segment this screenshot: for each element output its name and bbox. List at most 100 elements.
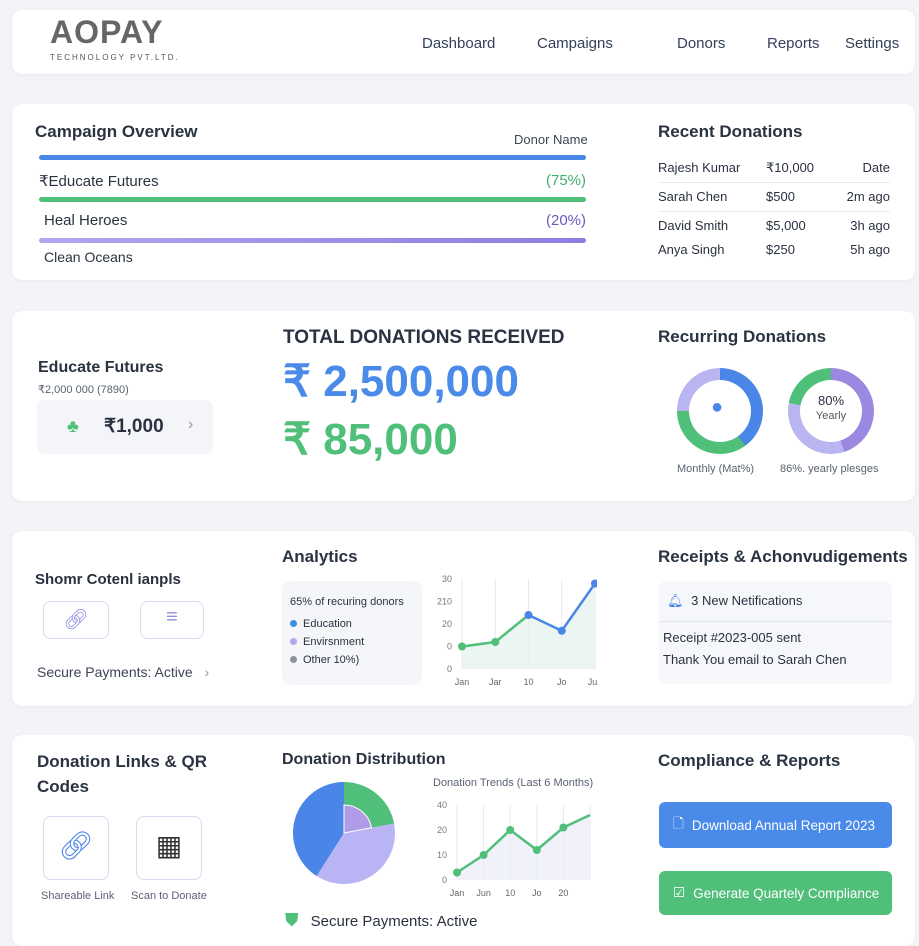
data-point [458,642,466,651]
y-tick-label: 0 [447,664,452,674]
y-tick-label: 210 [437,597,452,607]
campaign-educate-futures[interactable]: ₹Educate Futures (75%) [39,172,586,191]
data-point [479,851,488,859]
document-icon: 🗋 [673,815,684,831]
secure-payments-status: ⛊ Secure Payments: Active [285,910,477,931]
sprout-icon: ♣ [67,416,79,436]
x-tick-label: Jo [532,888,542,898]
data-point [491,638,500,646]
analytics-line-chart: 0 0 20 210 30 Jan Jar 10 Jo Jun [437,574,597,687]
series-line [560,582,597,632]
donor-name: Sarah Chen [658,189,728,204]
shareable-link-button[interactable]: 🔗︎ [43,816,109,880]
bell-icon: 🔔︎ [667,593,684,608]
data-point [453,868,461,877]
donation-amount: $5,000 [766,218,806,233]
download-report-button[interactable]: 🗋 Download Annual Report 2023 [659,802,892,848]
recent-donations-table: Rajesh Kumar ₹10,000 Date Sarah Chen $500 2m … [658,154,890,260]
data-point [557,626,566,635]
data-point [591,579,597,588]
legend-item: Other 10%) [290,653,414,667]
donation-row[interactable]: Sarah Chen $500 2m ago [658,183,890,212]
x-tick-label: Jun [588,677,597,687]
campaign-clean-oceans[interactable]: Clean Oceans [44,249,133,265]
scan-to-donate-label: Scan to Donate [131,890,207,902]
qr-code-button[interactable]: ▦ [136,816,202,880]
nav-reports[interactable]: Reports [767,35,820,52]
pie-slice [316,823,395,884]
analytics-title: Analytics [282,547,358,566]
data-point [524,611,533,619]
campaign-name: Educate Futures [38,359,164,376]
notifications-count: 3 New Netifications [691,593,803,608]
top-nav: AOPAY TECHNOLOGY PVT.LTD. Dashboard Camp… [12,10,915,74]
campaign-overview-title: Campaign Overview [35,122,198,141]
campaign-label: Heal Heroes [44,212,128,229]
donor-name: Rajesh Kumar [658,160,741,175]
x-tick-label: Jo [557,677,567,687]
overview-row: Campaign Overview Donor Name ₹Educate Fu… [12,104,915,280]
y-tick-label: 20 [437,825,447,835]
nav-campaigns[interactable]: Campaigns [537,35,613,52]
compliance-title: Compliance & Reports [658,751,841,770]
legend-dot [290,638,297,645]
series-line [456,853,485,874]
series-line [535,826,565,851]
campaign-heal-heroes[interactable]: Heal Heroes (20%) [44,212,586,230]
data-point [532,846,541,854]
series-line [562,813,591,829]
yearly-label: 86%. yearly plesges [780,463,879,475]
receipt-line: Receipt #2023-005 sent [663,630,802,645]
logo-subtitle: TECHNOLOGY PVT.LTD. [50,53,180,62]
area-fill [457,815,590,880]
link-icon: 🔗︎ [63,609,89,631]
shield-check-icon: ⛊ [285,910,299,930]
monthly-donut: ● [677,368,763,454]
analytics-legend: 65% of recuring donors Education Envirsnm… [282,581,422,685]
x-tick-label: Jan [455,677,470,687]
logo[interactable]: AOPAY TECHNOLOGY PVT.LTD. [50,14,180,63]
donation-time: 2m ago [846,189,890,204]
legend-dot [290,620,297,627]
series-line [482,829,512,856]
generate-compliance-button[interactable]: ☑ Generate Quartely Compliance [659,871,892,915]
series-line [509,829,538,851]
checkbox-icon: ☑ [673,885,686,900]
logo-text: AOPAY [50,14,164,50]
donation-row[interactable]: David Smith $5,000 3h ago [658,212,890,236]
nav-settings[interactable]: Settings [845,35,900,52]
link-shortcut[interactable]: 🔗︎ [43,601,109,639]
legend-item: Education [290,617,414,631]
donation-amount: $250 [766,242,795,257]
nav-donors[interactable]: Donors [677,35,726,52]
chevron-right-icon: › [188,416,194,433]
y-tick-label: 10 [437,850,447,860]
menu-icon: ≡ [166,606,178,628]
donation-row[interactable]: Anya Singh $250 5h ago [658,236,890,260]
series-line [461,640,496,648]
donate-amount-button[interactable]: ♣ ₹1,000 › [37,400,213,454]
y-tick-label: 40 [437,800,447,810]
donation-row[interactable]: Rajesh Kumar ₹10,000 Date [658,154,890,183]
donation-time: 3h ago [850,218,890,233]
series-line [494,614,530,643]
nav-dashboard[interactable]: Dashboard [422,35,496,52]
secondary-amount: ₹ 85,000 [283,415,458,464]
series-line [527,613,563,632]
campaign-label: ₹Educate Futures [39,173,159,190]
heal-progress-bar [39,238,586,243]
yearly-pct: 80% [817,393,845,408]
donation-time: Date [862,160,890,175]
user-icon: ● [711,396,724,418]
notifications-panel[interactable]: 🔔︎ 3 New Netifications Receipt #2023-005… [659,581,892,684]
secure-payments-link[interactable]: Secure Payments: Active › [37,664,209,680]
x-tick-label: 20 [558,888,568,898]
list-shortcut[interactable]: ≡ [140,601,204,639]
shareable-link-label: Shareable Link [41,890,115,902]
recent-donations-title: Recent Donations [658,122,803,141]
x-tick-label: Jun [476,888,491,898]
legend-label: Education [303,618,352,630]
y-tick-label: 0 [447,642,452,652]
legend-label: Other 10%) [303,654,360,666]
trends-line-chart: 0 10 20 40 Jan Jun 10 Jo 20 [437,800,591,898]
